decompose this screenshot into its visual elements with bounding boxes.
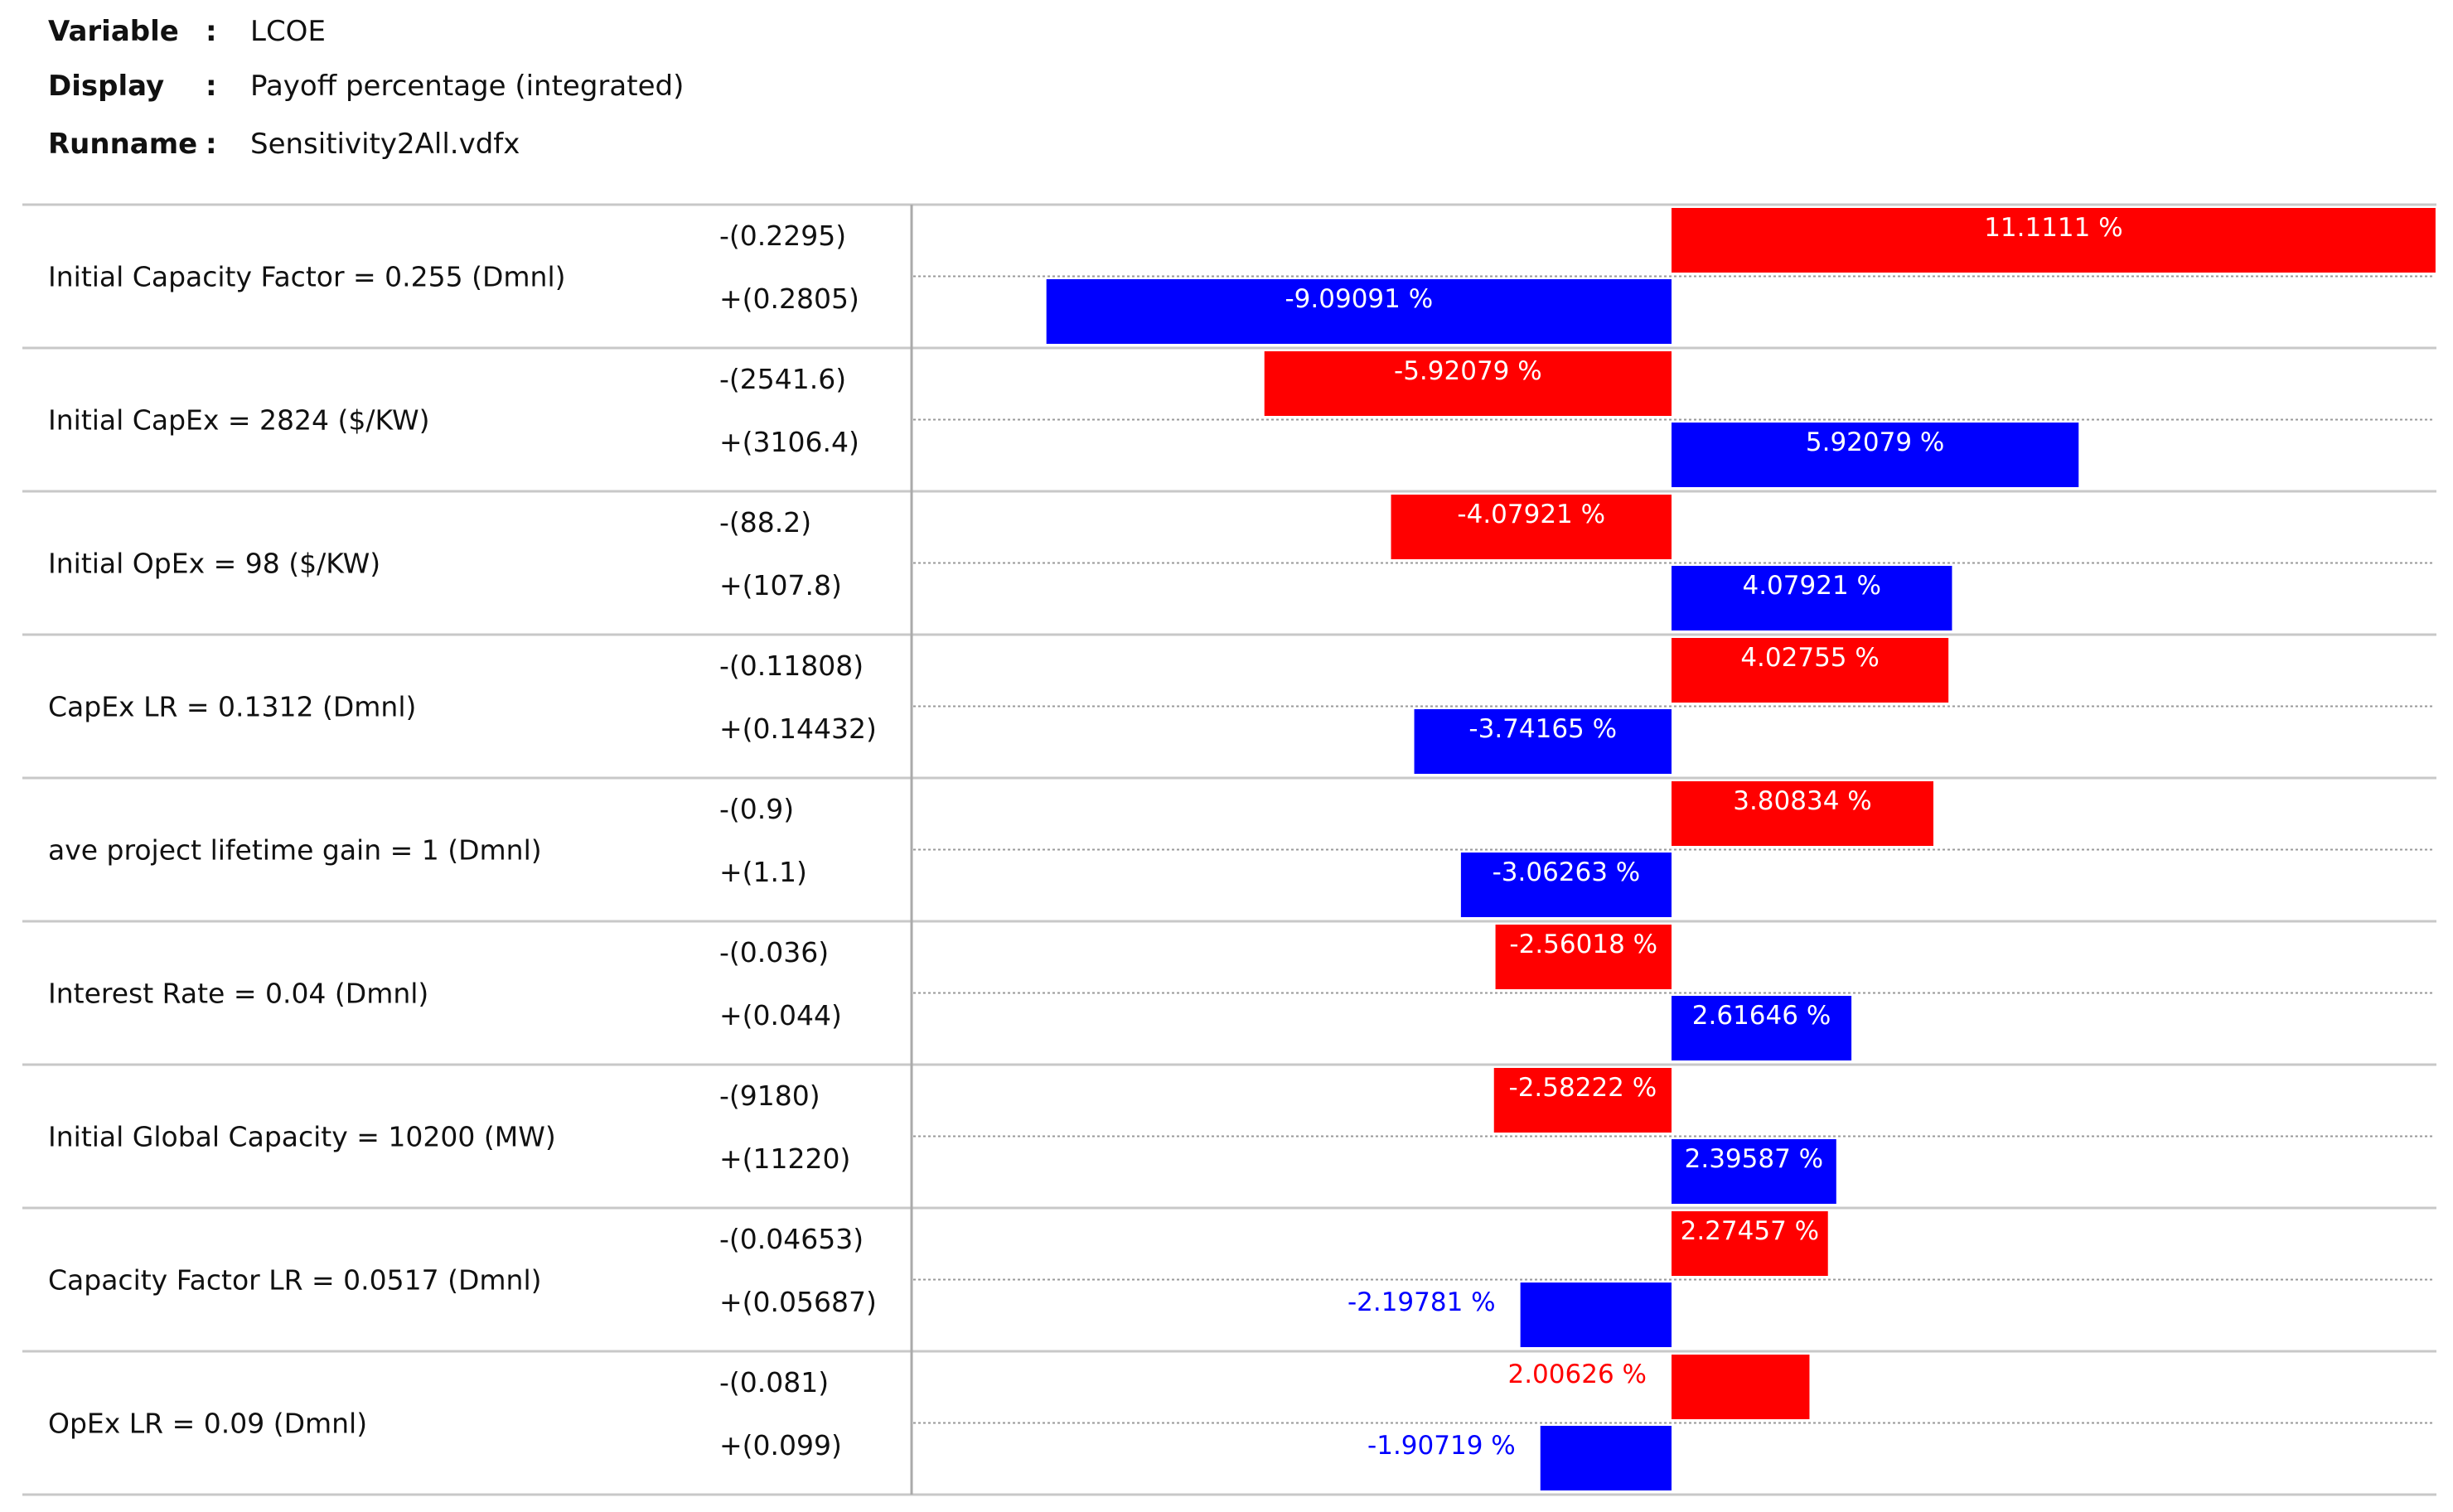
low-case-value-label: 2.00626 % bbox=[1507, 1360, 1647, 1389]
low-case-bar bbox=[1672, 208, 2436, 273]
low-case-bar bbox=[1672, 781, 1933, 846]
low-case-value-label: 3.80834 % bbox=[1733, 786, 1872, 816]
low-case-value-label: 4.02755 % bbox=[1740, 643, 1880, 673]
parameter-label: Initial Capacity Factor = 0.255 (Dmnl) bbox=[48, 261, 566, 293]
high-case-bar bbox=[1672, 423, 2079, 487]
high-case-label: +(0.044) bbox=[719, 999, 842, 1031]
high-case-value-label: 4.07921 % bbox=[1742, 571, 1881, 601]
display-value: Payoff percentage (integrated) bbox=[250, 70, 685, 103]
high-case-value-label: 2.61646 % bbox=[1692, 1001, 1831, 1031]
high-case-value-label: -1.90719 % bbox=[1367, 1431, 1516, 1461]
parameter-label: Initial OpEx = 98 ($/KW) bbox=[48, 548, 380, 580]
high-case-value-label: 5.92079 % bbox=[1806, 428, 1945, 457]
high-case-value-label: -2.19781 % bbox=[1347, 1287, 1496, 1317]
low-case-label: -(0.04653) bbox=[719, 1223, 864, 1255]
chart-header: Variable : LCOE Display : Payoff percent… bbox=[0, 0, 2453, 199]
variable-separator: : bbox=[206, 15, 217, 48]
parameter-label: CapEx LR = 0.1312 (Dmnl) bbox=[48, 691, 416, 723]
variable-value: LCOE bbox=[250, 15, 326, 48]
high-case-label: +(0.14432) bbox=[719, 713, 877, 745]
high-case-label: +(1.1) bbox=[719, 856, 807, 888]
high-case-bar bbox=[1672, 1139, 1836, 1204]
low-case-bar bbox=[1493, 1068, 1672, 1133]
high-case-label: +(3106.4) bbox=[719, 426, 859, 458]
high-case-label: +(11220) bbox=[719, 1142, 850, 1175]
high-case-label: +(0.2805) bbox=[719, 283, 859, 315]
low-case-bar bbox=[1495, 925, 1672, 989]
high-case-value-label: -9.09091 % bbox=[1285, 284, 1433, 314]
low-case-label: -(2541.6) bbox=[719, 363, 846, 395]
high-case-value-label: -3.74165 % bbox=[1468, 714, 1617, 744]
low-case-bar bbox=[1672, 1211, 1828, 1276]
low-case-label: -(0.036) bbox=[719, 936, 829, 969]
display-label: Display bbox=[48, 70, 165, 103]
parameter-label: Capacity Factor LR = 0.0517 (Dmnl) bbox=[48, 1264, 542, 1297]
high-case-label: +(0.099) bbox=[719, 1429, 842, 1461]
high-case-bar bbox=[1046, 279, 1672, 344]
high-case-label: +(0.05687) bbox=[719, 1286, 877, 1318]
low-case-bar bbox=[1264, 351, 1672, 416]
low-case-value-label: -2.58222 % bbox=[1509, 1073, 1657, 1103]
low-case-value-label: -2.56018 % bbox=[1509, 930, 1657, 959]
low-case-value-label: 2.27457 % bbox=[1681, 1216, 1820, 1246]
high-case-label: +(107.8) bbox=[719, 569, 842, 601]
high-case-bar bbox=[1672, 996, 1852, 1060]
display-separator: : bbox=[206, 70, 217, 103]
low-case-bar bbox=[1672, 1355, 1810, 1419]
high-case-bar bbox=[1540, 1426, 1672, 1490]
low-case-label: -(0.2295) bbox=[719, 220, 846, 252]
high-case-bar bbox=[1414, 709, 1672, 774]
runname-separator: : bbox=[206, 128, 217, 161]
runname-value: Sensitivity2All.vdfx bbox=[250, 128, 520, 161]
low-case-label: -(0.9) bbox=[719, 793, 794, 825]
parameter-label: ave project lifetime gain = 1 (Dmnl) bbox=[48, 834, 542, 867]
parameter-label: Initial Global Capacity = 10200 (MW) bbox=[48, 1121, 556, 1153]
high-case-bar bbox=[1672, 566, 1952, 630]
low-case-value-label: -4.07921 % bbox=[1457, 500, 1605, 529]
low-case-bar bbox=[1391, 495, 1672, 559]
low-case-label: -(0.11808) bbox=[719, 650, 864, 682]
low-case-value-label: -5.92079 % bbox=[1394, 356, 1542, 386]
variable-label: Variable bbox=[48, 15, 179, 48]
low-case-label: -(0.081) bbox=[719, 1366, 829, 1398]
runname-label: Runname bbox=[48, 128, 198, 161]
parameter-label: Initial CapEx = 2824 ($/KW) bbox=[48, 404, 429, 437]
low-case-label: -(88.2) bbox=[719, 506, 811, 539]
high-case-value-label: 2.39587 % bbox=[1685, 1144, 1824, 1174]
high-case-bar bbox=[1520, 1283, 1672, 1347]
low-case-value-label: 11.1111 % bbox=[1984, 213, 2123, 243]
low-case-bar bbox=[1672, 638, 1949, 703]
low-case-label: -(9180) bbox=[719, 1080, 820, 1112]
high-case-bar bbox=[1460, 853, 1672, 917]
parameter-label: Interest Rate = 0.04 (Dmnl) bbox=[48, 978, 428, 1010]
parameter-label: OpEx LR = 0.09 (Dmnl) bbox=[48, 1408, 367, 1440]
high-case-value-label: -3.06263 % bbox=[1493, 857, 1641, 887]
